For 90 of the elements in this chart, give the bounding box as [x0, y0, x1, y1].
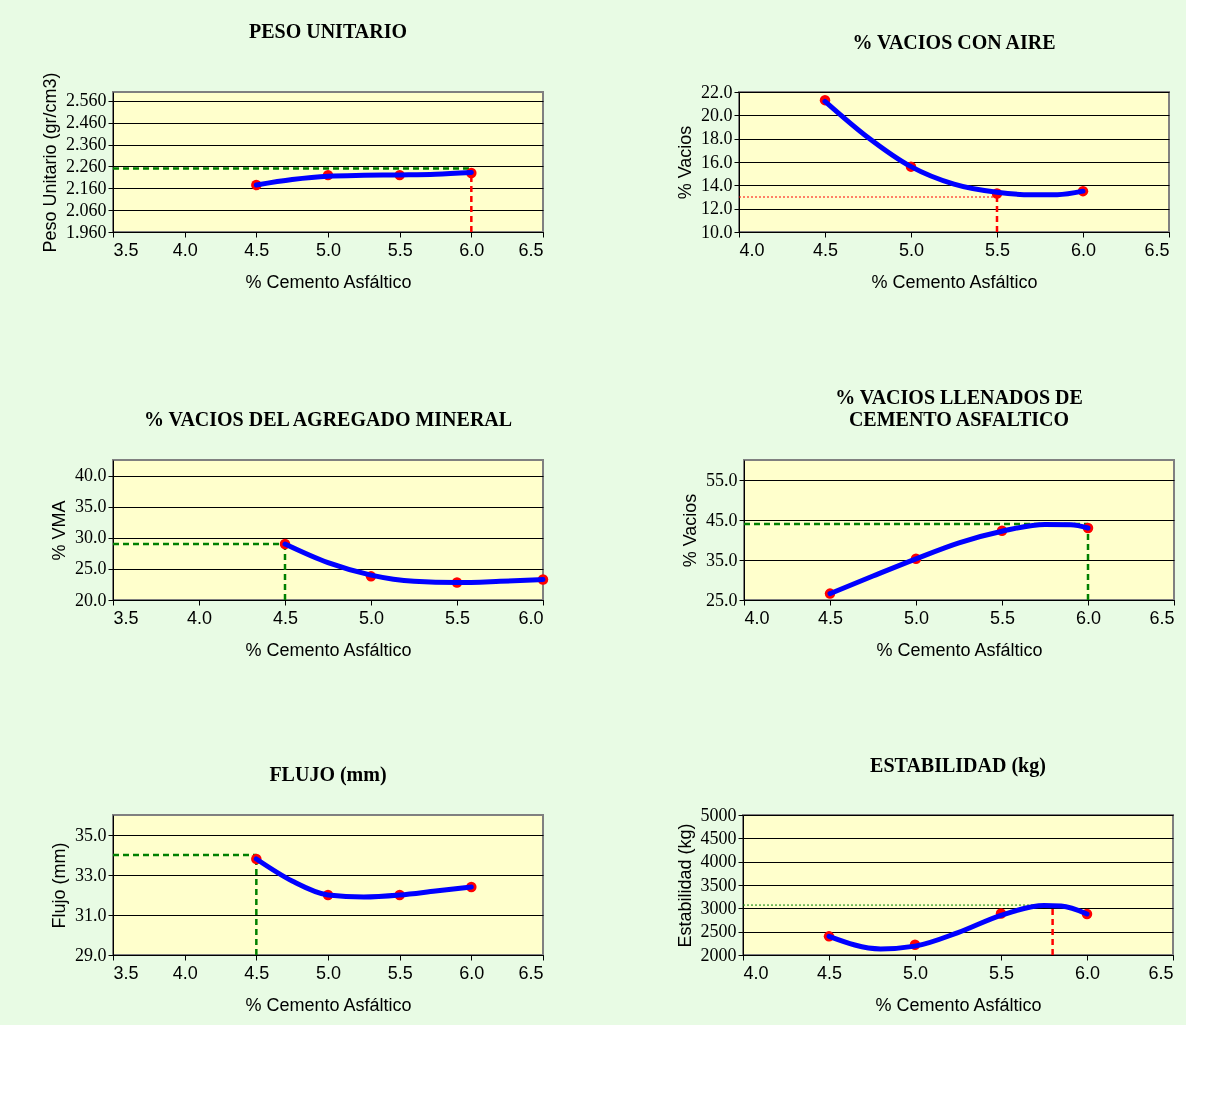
- y-tick-label: 45.0: [706, 509, 738, 530]
- y-tick-label: 29.0: [75, 944, 107, 965]
- y-tick-label: 35.0: [75, 496, 107, 517]
- x-tick-label: 4.0: [172, 239, 198, 260]
- x-tick-label: 3.5: [113, 962, 139, 983]
- y-tick-label: 40.0: [75, 465, 107, 486]
- x-axis-title: % Cemento Asfáltico: [245, 994, 412, 1015]
- y-axis-title: Estabilidad (kg): [674, 823, 695, 948]
- y-tick-label: 14.0: [701, 174, 733, 195]
- y-tick-label: 3500: [700, 874, 737, 895]
- y-tick-label: 20.0: [75, 589, 107, 610]
- y-tick-label: 2500: [700, 921, 737, 942]
- x-tick-label: 5.0: [903, 607, 930, 628]
- x-axis-title: % Cemento Asfáltico: [245, 271, 412, 292]
- y-tick-label: 2.460: [66, 112, 107, 133]
- y-tick-label: 1.960: [66, 221, 107, 242]
- x-tick-label: 4.0: [172, 962, 198, 983]
- x-tick-label: 6.0: [1075, 607, 1102, 628]
- x-tick-label: 4.0: [739, 239, 765, 260]
- chart-title: FLUJO (mm): [269, 763, 387, 786]
- y-tick-label: 31.0: [75, 904, 107, 925]
- x-tick-label: 3.5: [113, 607, 139, 628]
- x-tick-label: 5.0: [315, 962, 342, 983]
- y-tick-label: 10.0: [701, 221, 733, 242]
- x-tick-label: 5.5: [984, 239, 1011, 260]
- y-tick-label: 25.0: [75, 558, 107, 579]
- x-tick-label: 6.0: [1070, 239, 1097, 260]
- y-tick-label: 2.060: [66, 199, 107, 220]
- y-axis-title: Peso Unitario (gr/cm3): [40, 72, 60, 253]
- y-tick-label: 16.0: [701, 151, 733, 172]
- x-tick-label: 6.0: [518, 607, 544, 628]
- y-tick-label: 30.0: [75, 527, 107, 548]
- y-tick-label: 33.0: [75, 864, 107, 885]
- y-tick-label: 55.0: [706, 469, 738, 490]
- y-tick-label: 2.160: [66, 177, 107, 198]
- x-tick-label: 6.5: [1148, 962, 1174, 983]
- x-axis-title: % Cemento Asfáltico: [871, 271, 1038, 292]
- y-tick-label: 25.0: [706, 589, 738, 610]
- y-tick-label: 2000: [700, 944, 737, 965]
- x-tick-label: 3.5: [113, 239, 139, 260]
- chart-title: % VACIOS LLENADOS DE CEMENTO ASFALTICO: [835, 386, 1083, 430]
- y-axis-title: % Vacios: [680, 493, 700, 568]
- x-tick-label: 4.5: [816, 962, 843, 983]
- x-tick-label: 4.5: [244, 962, 270, 983]
- x-tick-label: 4.0: [186, 607, 213, 628]
- chart-title: % VACIOS DEL AGREGADO MINERAL: [143, 408, 513, 430]
- y-tick-label: 35.0: [706, 549, 738, 570]
- x-tick-label: 4.0: [743, 962, 769, 983]
- x-tick-label: 4.5: [244, 239, 270, 260]
- x-tick-label: 5.5: [988, 962, 1015, 983]
- x-axis-title: % Cemento Asfáltico: [876, 639, 1043, 660]
- x-tick-label: 5.0: [315, 239, 342, 260]
- y-tick-label: 20.0: [701, 104, 733, 125]
- y-tick-label: 2.360: [66, 134, 107, 154]
- x-axis-title: % Cemento Asfáltico: [245, 639, 412, 660]
- y-tick-label: 3000: [700, 897, 737, 918]
- x-tick-label: 5.5: [989, 607, 1016, 628]
- x-tick-label: 6.5: [1144, 239, 1170, 260]
- x-tick-label: 4.5: [812, 239, 839, 260]
- y-tick-label: 22.0: [701, 81, 733, 102]
- x-tick-label: 4.5: [817, 607, 844, 628]
- y-tick-label: 2.560: [66, 90, 107, 111]
- y-axis-title: % Vacios: [675, 125, 695, 200]
- chart-title: % VACIOS CON AIRE: [852, 31, 1056, 53]
- chart-title: ESTABILIDAD (kg): [870, 754, 1046, 777]
- x-tick-label: 5.5: [387, 239, 413, 260]
- x-tick-label: 5.0: [358, 607, 385, 628]
- x-tick-label: 6.0: [459, 239, 485, 260]
- y-tick-label: 4500: [700, 827, 737, 848]
- x-tick-label: 4.5: [272, 607, 299, 628]
- y-tick-label: 35.0: [75, 824, 107, 845]
- x-tick-label: 5.0: [898, 239, 925, 260]
- y-tick-label: 12.0: [701, 198, 733, 219]
- y-axis-title: Flujo (mm): [49, 842, 69, 929]
- x-tick-label: 6.5: [518, 239, 544, 260]
- x-tick-label: 6.5: [1149, 607, 1175, 628]
- x-tick-label: 6.5: [518, 962, 544, 983]
- y-tick-label: 4000: [700, 851, 737, 872]
- x-tick-label: 6.0: [459, 962, 485, 983]
- y-tick-label: 18.0: [701, 128, 733, 149]
- x-tick-label: 4.0: [744, 607, 770, 628]
- x-tick-label: 6.0: [1074, 962, 1101, 983]
- y-tick-label: 5000: [700, 804, 737, 825]
- x-tick-label: 5.5: [387, 962, 413, 983]
- y-axis-title: % VMA: [49, 500, 69, 561]
- y-tick-label: 2.260: [66, 155, 107, 176]
- x-tick-label: 5.5: [444, 607, 471, 628]
- chart-title: PESO UNITARIO: [249, 19, 407, 42]
- x-axis-title: % Cemento Asfáltico: [875, 994, 1042, 1015]
- x-tick-label: 5.0: [902, 962, 929, 983]
